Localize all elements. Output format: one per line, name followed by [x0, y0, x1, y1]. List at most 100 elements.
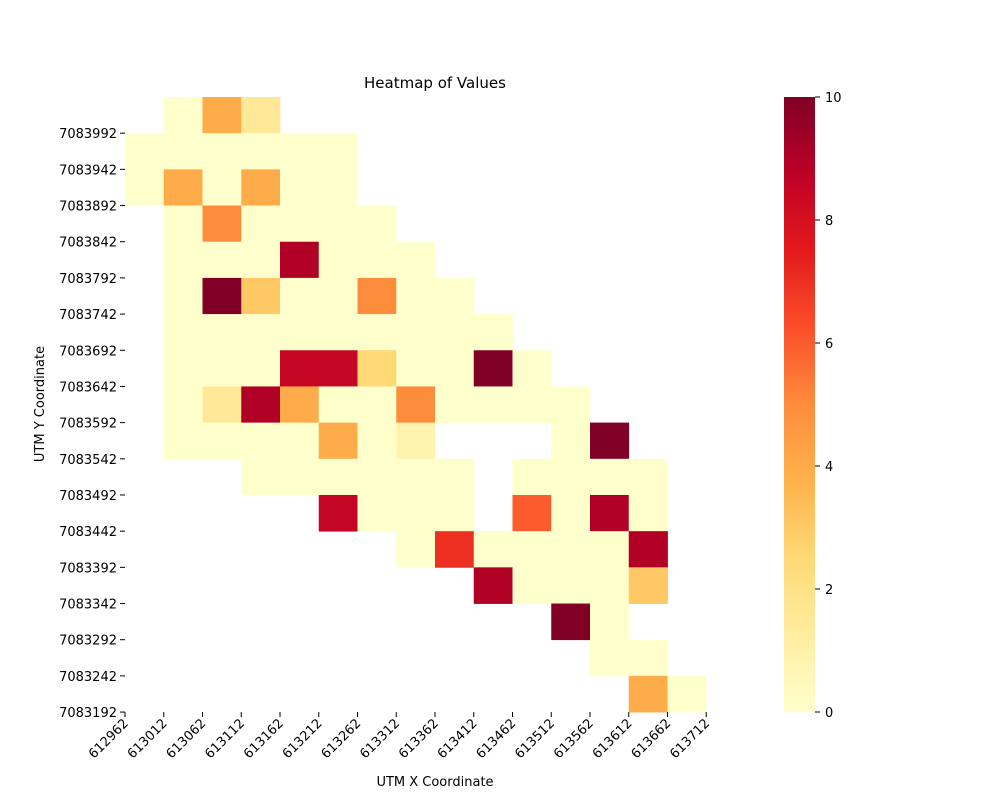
heatmap-cell	[473, 531, 513, 568]
x-tick-label: 613112	[202, 716, 248, 762]
x-axis-title: UTM X Coordinate	[376, 775, 493, 790]
y-tick-label: 7083842	[59, 236, 117, 251]
heatmap-cell	[241, 386, 281, 424]
x-tick-label: 613462	[474, 716, 520, 762]
heatmap-cell	[551, 386, 591, 424]
heatmap-cell	[551, 458, 591, 496]
heatmap-cell	[163, 314, 203, 351]
heatmap-cell	[318, 314, 358, 351]
heatmap-cell	[357, 277, 397, 315]
heatmap-cell	[590, 639, 630, 677]
heatmap-cell	[473, 314, 513, 351]
heatmap-cell	[202, 386, 242, 424]
heatmap-cell	[590, 567, 630, 604]
x-tick-label: 613512	[512, 716, 558, 762]
heatmap-cell	[280, 314, 320, 351]
heatmap-cell	[280, 241, 320, 279]
heatmap-cell	[125, 169, 165, 206]
heatmap-cell	[357, 314, 397, 351]
heatmap-cell	[163, 277, 203, 315]
y-tick-label: 7083342	[59, 598, 117, 613]
x-tick-label: 613712	[667, 716, 713, 762]
heatmap-cell	[435, 277, 475, 315]
heatmap-cell	[628, 639, 668, 677]
heatmap-cell	[125, 133, 165, 170]
heatmap-cell	[202, 314, 242, 351]
y-tick-label: 7083192	[59, 706, 117, 721]
x-tick-label: 613012	[125, 716, 171, 762]
heatmap-cell	[590, 494, 630, 532]
heatmap-cell	[435, 386, 475, 424]
heatmap-cell	[590, 531, 630, 568]
heatmap-cells	[125, 97, 707, 713]
heatmap-cell	[163, 205, 203, 243]
heatmap-cell	[202, 133, 242, 170]
heatmap-cell	[202, 205, 242, 243]
y-tick-label: 7083992	[59, 127, 117, 142]
heatmap-cell	[163, 133, 203, 170]
heatmap-cell	[163, 422, 203, 460]
heatmap-cell	[628, 675, 668, 713]
heatmap-cell	[396, 531, 436, 568]
heatmap-cell	[241, 350, 281, 387]
heatmap-cell	[435, 531, 475, 568]
y-tick-label: 7083942	[59, 163, 117, 178]
heatmap-cell	[318, 277, 358, 315]
heatmap-cell	[357, 458, 397, 496]
heatmap-cell	[590, 603, 630, 641]
heatmap-cell	[512, 494, 552, 532]
heatmap-cell	[318, 494, 358, 532]
heatmap-cell	[318, 350, 358, 387]
heatmap-cell	[512, 350, 552, 387]
y-tick-label: 7083492	[59, 489, 117, 504]
heatmap-cell	[241, 97, 281, 134]
heatmap-cell	[396, 350, 436, 387]
x-tick-label: 613312	[357, 716, 403, 762]
heatmap-cell	[318, 458, 358, 496]
colorbar-tick-label: 2	[825, 583, 833, 598]
heatmap-cell	[396, 494, 436, 532]
y-tick-label: 7083692	[59, 344, 117, 359]
heatmap-cell	[280, 169, 320, 206]
y-tick-label: 7083592	[59, 417, 117, 432]
colorbar-tick-label: 4	[825, 460, 833, 475]
heatmap-cell	[241, 277, 281, 315]
heatmap-cell	[551, 531, 591, 568]
heatmap-cell	[357, 422, 397, 460]
colorbar-tick-label: 10	[825, 91, 842, 106]
heatmap-cell	[318, 386, 358, 424]
heatmap-cell	[590, 422, 630, 460]
heatmap-cell	[202, 97, 242, 134]
heatmap-cell	[396, 314, 436, 351]
heatmap-cell	[241, 205, 281, 243]
heatmap-cell	[241, 169, 281, 206]
heatmap-cell	[551, 567, 591, 604]
heatmap-cell	[357, 386, 397, 424]
heatmap-cell	[396, 277, 436, 315]
heatmap-cell	[280, 458, 320, 496]
y-tick-label: 7083892	[59, 200, 117, 215]
x-tick-label: 613062	[164, 716, 210, 762]
heatmap-cell	[241, 133, 281, 170]
y-tick-label: 7083542	[59, 453, 117, 468]
x-tick-label: 613362	[396, 716, 442, 762]
heatmap-cell	[318, 133, 358, 170]
heatmap-cell	[512, 531, 552, 568]
heatmap-cell	[357, 205, 397, 243]
heatmap-cell	[163, 97, 203, 134]
heatmap-cell	[435, 350, 475, 387]
x-tick-label: 612962	[86, 716, 132, 762]
heatmap-cell	[280, 422, 320, 460]
y-tick-label: 7083292	[59, 634, 117, 649]
x-tick-label: 613262	[319, 716, 365, 762]
heatmap-cell	[280, 277, 320, 315]
heatmap-cell	[280, 205, 320, 243]
x-tick-label: 613412	[435, 716, 481, 762]
y-tick-label: 7083442	[59, 525, 117, 540]
heatmap-cell	[318, 169, 358, 206]
colorbar	[784, 97, 815, 712]
heatmap-cell	[357, 350, 397, 387]
heatmap-cell	[396, 458, 436, 496]
y-axis-ticks: 7083992 7083942 7083892 7083842 7083792 70837…	[59, 127, 125, 721]
heatmap-cell	[551, 422, 591, 460]
